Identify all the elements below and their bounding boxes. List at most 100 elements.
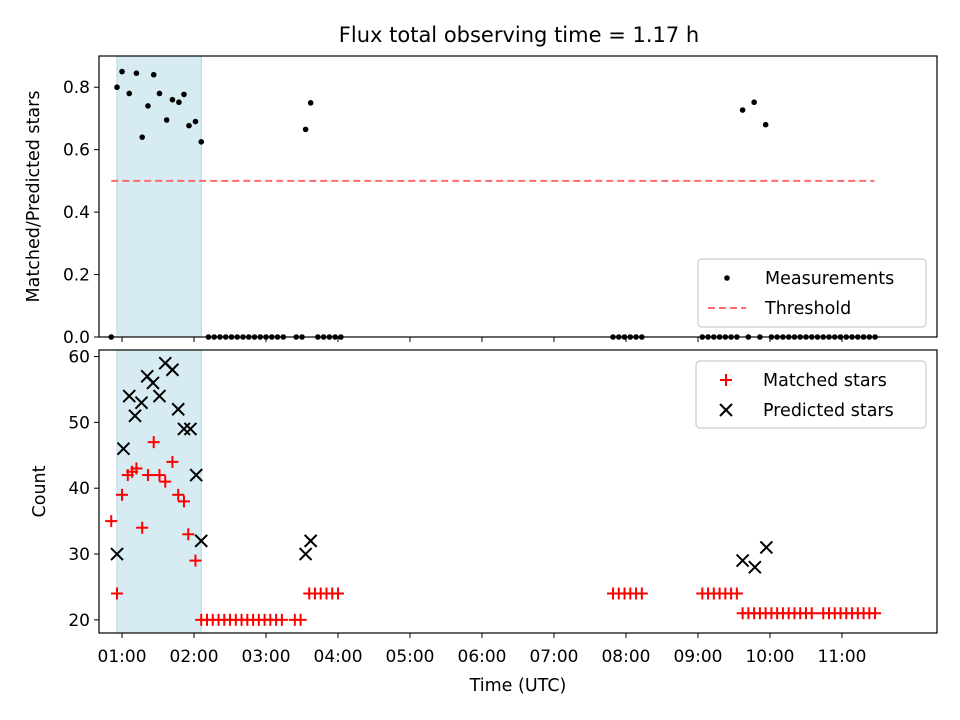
chart-title: Flux total observing time = 1.17 h	[339, 23, 699, 47]
matched-star-point	[275, 613, 288, 626]
predicted-star-point	[759, 540, 774, 555]
x-marker-b	[189, 468, 203, 482]
xtick-label: 03:00	[242, 647, 291, 667]
predicted-star-point	[183, 422, 198, 436]
top-legend-box	[697, 258, 927, 328]
x-marker-b	[303, 534, 318, 548]
matched-star-point	[730, 587, 743, 600]
bottom-panel: 20 30 40 50 60 01:00 02:00 03:00 04:00 05:00 06:0…	[30, 348, 938, 696]
matched-star-point	[130, 462, 143, 475]
legend-predicted-stars-label: Predicted stars	[763, 401, 894, 421]
xtick-label: 08:00	[601, 647, 650, 667]
x-marker-b	[152, 389, 167, 403]
matched-star-point	[172, 488, 185, 501]
matched-star-point	[635, 587, 648, 600]
predicted-star-point	[152, 389, 167, 403]
predicted-star-point	[735, 553, 750, 568]
predicted-star-point	[134, 395, 149, 410]
top-ytick-label: 0.4	[63, 203, 90, 223]
top-ytick-label: 0.8	[63, 78, 90, 98]
bottom-ytick-label: 50	[68, 413, 90, 433]
predicted-star-point	[189, 468, 203, 482]
top-ytick-label: 0.6	[63, 141, 90, 161]
x-marker-b	[735, 553, 750, 568]
x-marker-b	[719, 403, 733, 417]
matched-star-point	[182, 528, 195, 541]
predicted-star-point	[194, 534, 208, 548]
bottom-ytick-label: 40	[68, 479, 90, 499]
legend-matched-stars-label: Matched stars	[763, 371, 887, 391]
xtick-label: 10:00	[745, 647, 794, 667]
xtick-label: 05:00	[386, 647, 435, 667]
bottom-ytick-label: 60	[68, 348, 90, 368]
measurement-point	[156, 90, 163, 97]
x-marker-b	[128, 409, 142, 423]
bottom-ytick-label: 20	[68, 611, 90, 631]
measurement-point	[139, 134, 145, 140]
measurement-point	[751, 99, 757, 106]
measurement-point	[198, 139, 205, 145]
measurement-point	[114, 84, 120, 91]
x-marker-b	[110, 547, 124, 561]
predicted-star-point	[303, 534, 318, 548]
xtick-label: 06:00	[458, 647, 507, 667]
measurement-point	[186, 122, 192, 129]
xtick-label: 02:00	[170, 647, 219, 667]
matched-star-point	[105, 515, 118, 528]
bottom-axes-frame	[98, 349, 938, 634]
predicted-star-point	[122, 389, 136, 403]
matched-star-point	[110, 587, 123, 600]
xtick-label: 11:00	[817, 647, 866, 667]
legend-matched-stars-marker	[720, 374, 732, 386]
x-marker-b	[146, 376, 160, 390]
bottom-shaded-interval	[116, 349, 202, 634]
x-marker-b	[748, 560, 762, 574]
measurement-point	[126, 90, 133, 97]
x-marker-b	[171, 402, 185, 416]
measurement-point	[762, 121, 769, 128]
measurement-point	[163, 117, 170, 123]
measurement-point	[181, 91, 187, 98]
x-marker-b	[183, 422, 198, 436]
measurement-point	[169, 96, 176, 103]
measurement-point	[176, 99, 182, 106]
measurement-point	[133, 70, 140, 76]
xtick-label: 04:00	[314, 647, 363, 667]
x-axis-label: Time (UTC)	[469, 676, 567, 696]
top-legend: Measurements Threshold	[697, 258, 927, 328]
x-marker-b	[140, 369, 154, 384]
bottom-legend: Matched stars Predicted stars	[695, 360, 927, 429]
x-marker-b	[158, 356, 172, 370]
legend-plus-glyph	[720, 374, 732, 386]
measurement-point	[192, 118, 199, 125]
matched-star-point	[332, 587, 345, 600]
measurement-point	[307, 100, 314, 106]
x-marker-b	[759, 540, 774, 555]
matched-star-point	[153, 469, 166, 482]
x-marker-b	[177, 422, 191, 436]
matched-star-point	[159, 475, 172, 488]
measurement-point	[145, 103, 151, 109]
predicted-star-point	[116, 442, 131, 456]
matched-star-point	[116, 488, 129, 501]
legend-predicted-stars-marker	[719, 403, 733, 417]
xtick-label: 01:00	[98, 647, 147, 667]
top-axes-frame	[98, 55, 938, 338]
predicted-star-point	[128, 409, 142, 423]
x-marker-b	[165, 363, 180, 377]
top-y-axis-label: Matched/Predicted stars	[24, 91, 44, 303]
measurement-point	[150, 71, 157, 78]
x-marker-b	[298, 547, 313, 561]
measurement-point	[302, 126, 309, 133]
matched-star-point	[294, 613, 307, 626]
legend-threshold-label: Threshold	[764, 299, 851, 319]
predicted-star-point	[298, 547, 313, 561]
predicted-star-point	[146, 376, 160, 390]
bottom-ytick-label: 30	[68, 545, 90, 565]
matched-star-point	[805, 607, 818, 620]
matched-star-point	[141, 469, 154, 482]
predicted-star-point	[110, 547, 124, 561]
measurement-point	[739, 107, 746, 113]
